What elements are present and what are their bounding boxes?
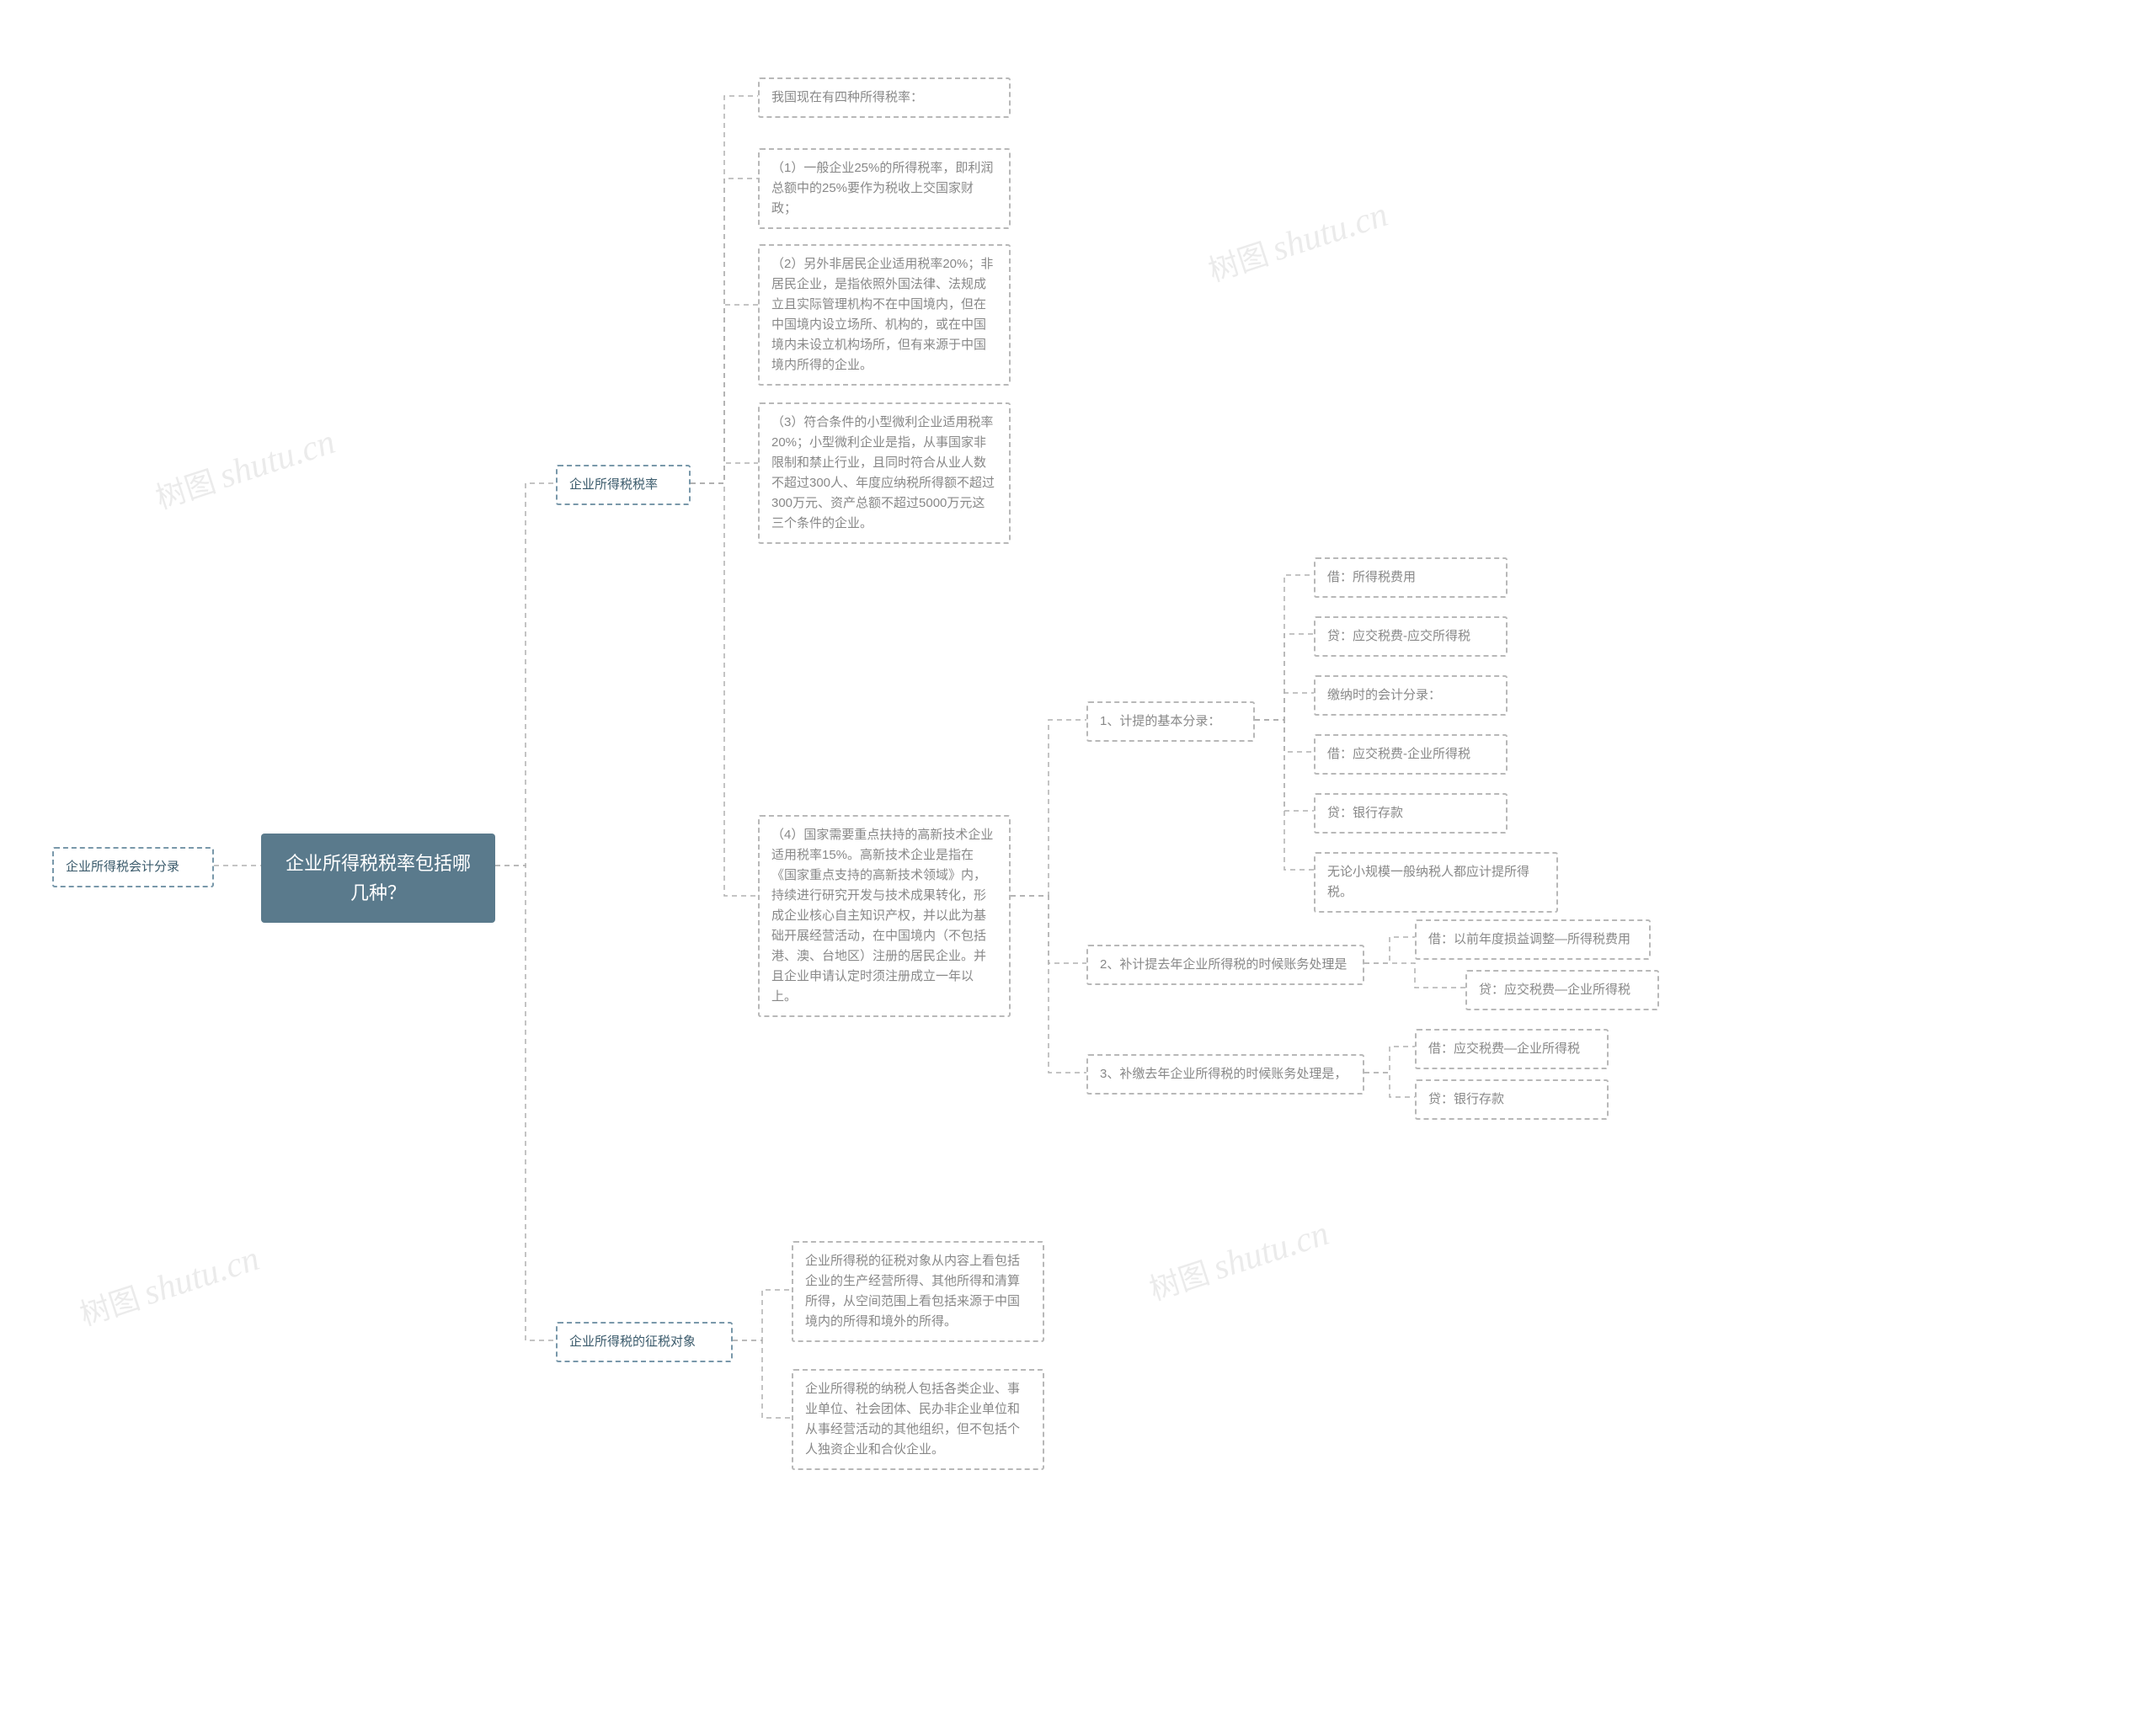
mindmap-node: 企业所得税税率	[556, 465, 691, 505]
mindmap-node: 贷：应交税费—企业所得税	[1465, 970, 1659, 1010]
mindmap-node: 借：所得税费用	[1314, 557, 1508, 598]
mindmap-node: 贷：银行存款	[1415, 1079, 1609, 1120]
mindmap-node: 3、补缴去年企业所得税的时候账务处理是，	[1086, 1054, 1364, 1095]
mindmap-node: 借：应交税费-企业所得税	[1314, 734, 1508, 775]
mindmap-node: （4）国家需要重点扶持的高新技术企业适用税率15%。高新技术企业是指在《国家重点…	[758, 815, 1011, 1017]
mindmap-node: （3）符合条件的小型微利企业适用税率20%；小型微利企业是指，从事国家非限制和禁…	[758, 402, 1011, 544]
mindmap-node: 贷：银行存款	[1314, 793, 1508, 834]
mindmap-node: 缴纳时的会计分录：	[1314, 675, 1508, 716]
mindmap-node: 企业所得税的征税对象从内容上看包括企业的生产经营所得、其他所得和清算所得，从空间…	[792, 1241, 1044, 1342]
mindmap-node: 企业所得税会计分录	[52, 847, 214, 887]
mindmap-node: 借：应交税费—企业所得税	[1415, 1029, 1609, 1069]
mindmap-node: 2、补计提去年企业所得税的时候账务处理是	[1086, 945, 1364, 985]
watermark: 树图shutu.cn	[1202, 191, 1392, 290]
watermark: 树图shutu.cn	[1143, 1210, 1333, 1309]
mindmap-node: 企业所得税税率包括哪几种？	[261, 834, 495, 923]
watermark: 树图shutu.cn	[73, 1235, 264, 1334]
mindmap-node: 企业所得税的纳税人包括各类企业、事业单位、社会团体、民办非企业单位和从事经营活动…	[792, 1369, 1044, 1470]
mindmap-node: 我国现在有四种所得税率：	[758, 77, 1011, 118]
mindmap-node: 1、计提的基本分录：	[1086, 701, 1255, 742]
mindmap-node: （2）另外非居民企业适用税率20%；非居民企业，是指依照外国法律、法规成立且实际…	[758, 244, 1011, 386]
mindmap-node: 企业所得税的征税对象	[556, 1322, 733, 1362]
mindmap-node: 借：以前年度损益调整—所得税费用	[1415, 919, 1651, 960]
mindmap-node: 无论小规模一般纳税人都应计提所得税。	[1314, 852, 1558, 913]
watermark: 树图shutu.cn	[149, 418, 339, 518]
mindmap-node: （1）一般企业25%的所得税率，即利润总额中的25%要作为税收上交国家财政；	[758, 148, 1011, 229]
mindmap-node: 贷：应交税费-应交所得税	[1314, 616, 1508, 657]
